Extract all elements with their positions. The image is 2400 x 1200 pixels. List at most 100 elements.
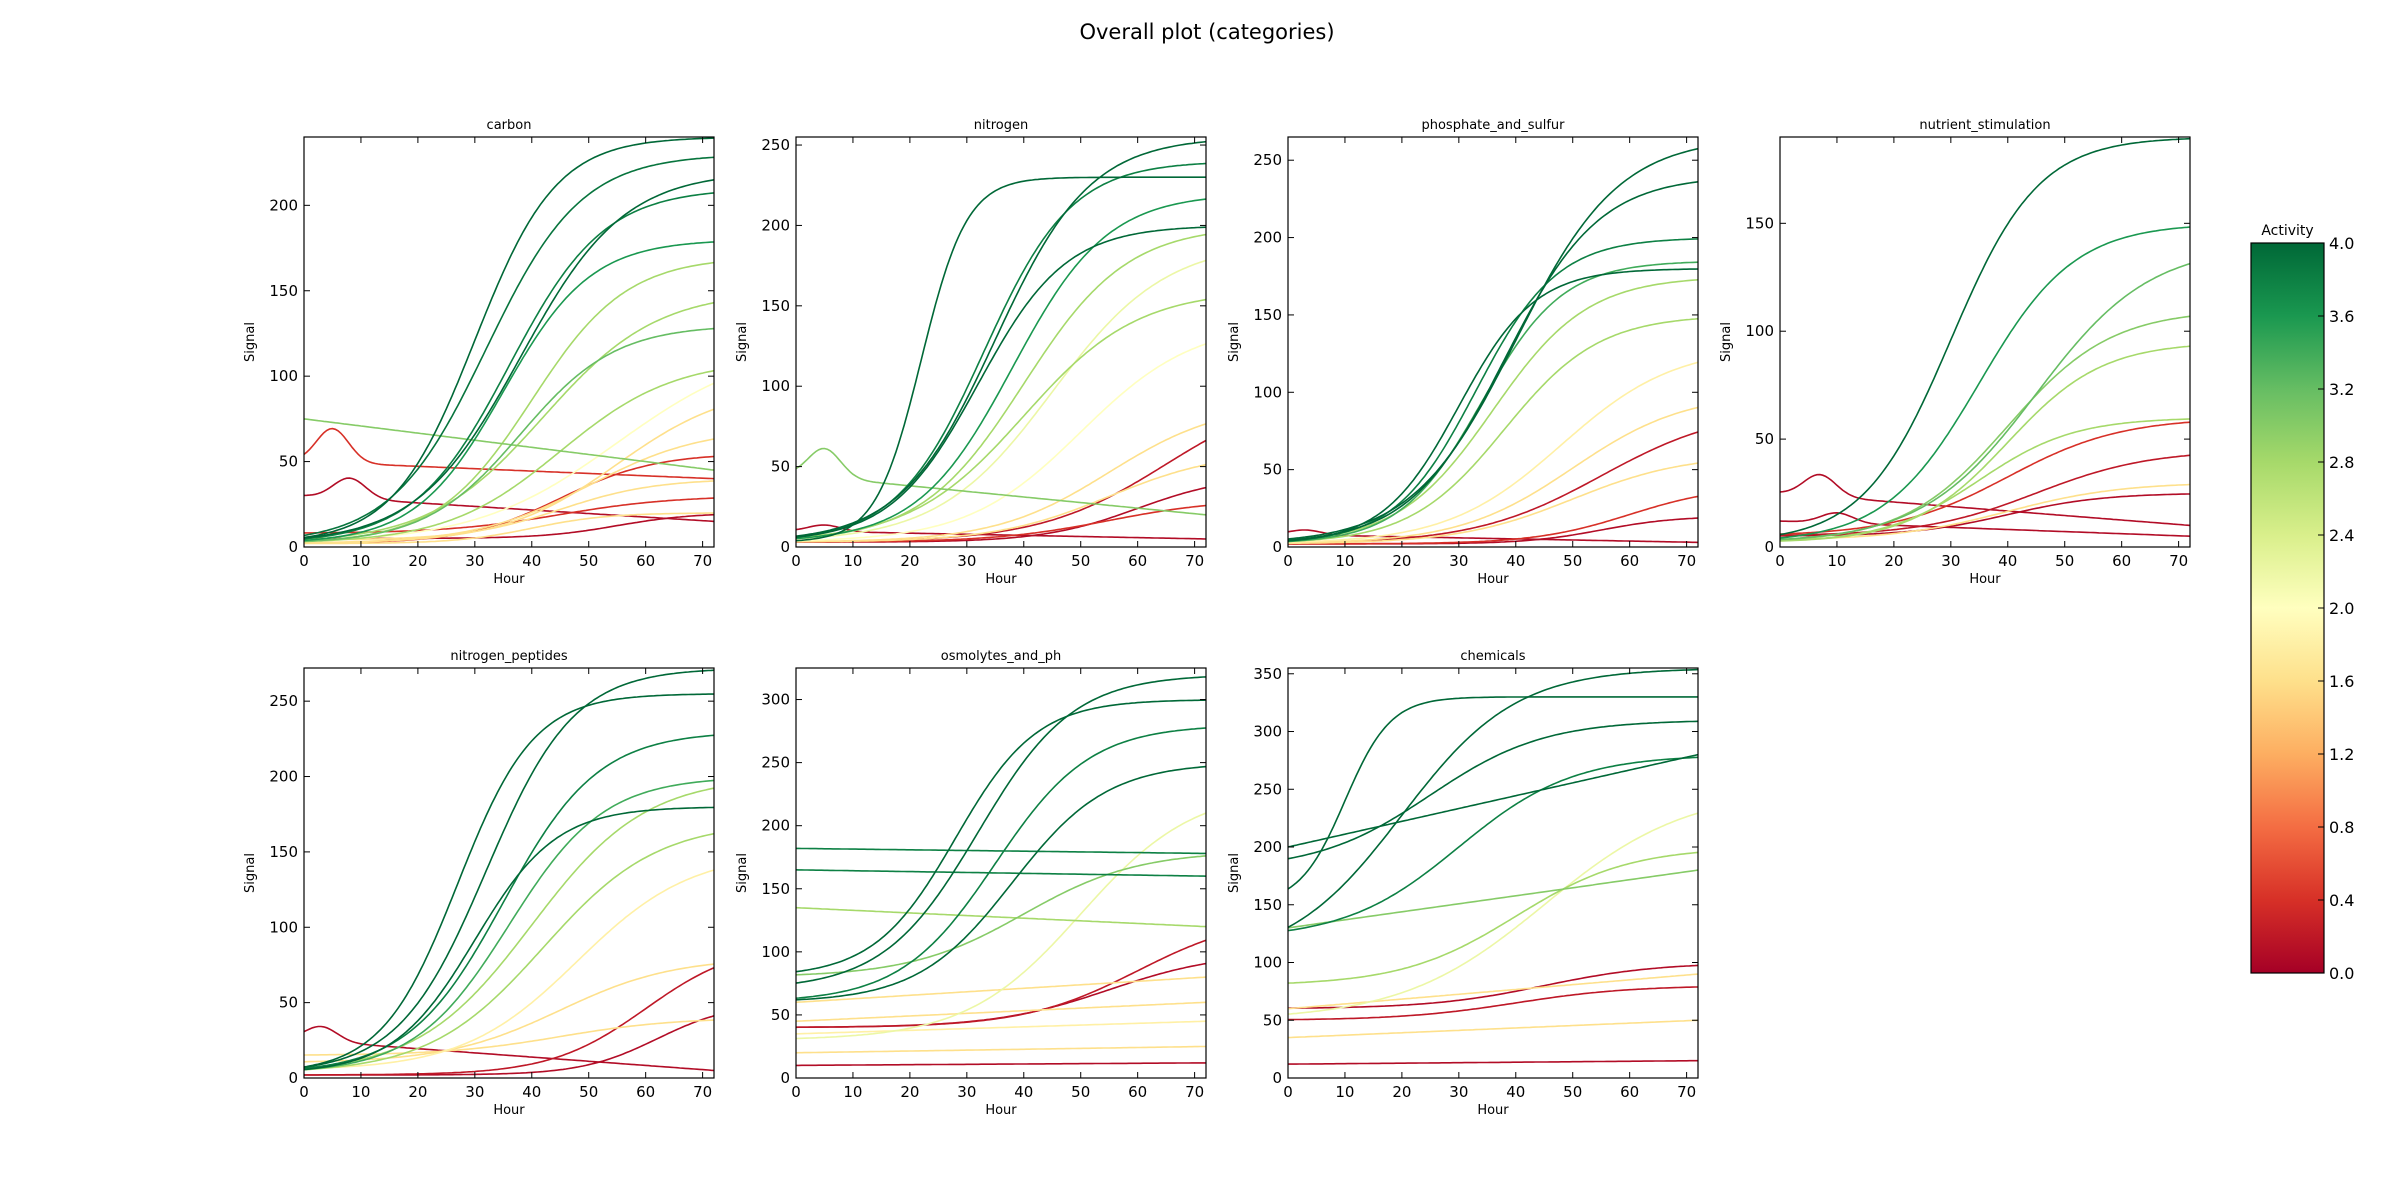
plot-area xyxy=(1780,137,2190,547)
x-tick-label: 0 xyxy=(299,552,309,570)
panel-title: phosphate_and_sulfur xyxy=(1421,118,1565,133)
x-tick-label: 30 xyxy=(1449,1083,1468,1101)
series-line-1 xyxy=(1288,1059,1698,1065)
x-tick-label: 40 xyxy=(1014,552,1033,570)
colorbar-tick-label: 2.8 xyxy=(2329,453,2354,472)
x-tick-label: 50 xyxy=(1071,1083,1090,1101)
panel-phosphate-and-sulfur: 0 10 20 30 40 50 60 70 0 50 100 150 200 250 phosphate_… xyxy=(1227,118,1699,587)
series-line-5 xyxy=(796,1001,1206,1022)
y-axis-label: Signal xyxy=(735,322,750,362)
x-axis-label: Hour xyxy=(1969,572,2001,587)
series-line-8 xyxy=(796,812,1206,1040)
colorbar-tick-label: 3.2 xyxy=(2329,380,2354,399)
x-tick-label: 0 xyxy=(1775,552,1785,570)
x-tick-label: 40 xyxy=(1014,1083,1033,1101)
series-line-6 xyxy=(796,423,1206,543)
y-axis-label: Signal xyxy=(243,853,258,893)
x-tick-label: 40 xyxy=(1506,1083,1525,1101)
series-line-8 xyxy=(304,787,714,1069)
panel-carbon: 0 10 20 30 40 50 60 70 0 50 100 150 200 carbon Hour Sig… xyxy=(243,118,715,587)
y-tick-label: 200 xyxy=(1253,229,1282,247)
y-tick-label: 150 xyxy=(1253,896,1282,914)
plot-frame xyxy=(1779,136,2191,548)
series-lines xyxy=(796,140,1206,543)
x-tick-label: 40 xyxy=(522,1083,541,1101)
x-tick-label: 30 xyxy=(957,552,976,570)
series-line-13 xyxy=(796,727,1206,999)
x-tick-label: 40 xyxy=(1506,552,1525,570)
series-lines xyxy=(1288,668,1698,1065)
colorbar-tick-label: 3.6 xyxy=(2329,307,2354,326)
series-line-10 xyxy=(1288,696,1698,890)
x-tick-label: 10 xyxy=(1335,552,1354,570)
x-tick-label: 10 xyxy=(351,1083,370,1101)
series-line-4 xyxy=(1288,1019,1698,1039)
series-line-7 xyxy=(1288,851,1698,984)
series-line-15 xyxy=(796,699,1206,973)
x-tick-label: 10 xyxy=(843,1083,862,1101)
x-tick-label: 50 xyxy=(579,1083,598,1101)
y-tick-label: 0 xyxy=(1272,1069,1282,1087)
series-line-12 xyxy=(796,869,1206,877)
colorbar-ticks: 0.0 0.4 0.8 1.2 1.6 2.0 2.4 2.8 3.2 3.6 4.0 xyxy=(2318,234,2354,983)
series-line-6 xyxy=(304,869,714,1070)
plot-frame xyxy=(795,667,1207,1079)
series-line-2 xyxy=(1780,473,2190,527)
series-line-12 xyxy=(304,693,714,1068)
panels: 0 10 20 30 40 50 60 70050100150200carbonHourSig… xyxy=(243,118,2191,1118)
series-line-4 xyxy=(1288,495,1698,545)
x-tick-label: 70 xyxy=(693,1083,712,1101)
y-tick-label: 50 xyxy=(279,994,298,1012)
x-tick-label: 70 xyxy=(1185,552,1204,570)
x-tick-label: 10 xyxy=(843,552,862,570)
series-line-1 xyxy=(1780,511,2190,537)
series-lines xyxy=(1288,147,1698,545)
colorbar-tick-label: 1.2 xyxy=(2329,745,2354,764)
panel-osmolytes-and-ph: 0 10 20 30 40 50 60 70 0 50 100 150 200 250 300 osmolyt… xyxy=(735,649,1207,1118)
colorbar-tick-label: 4.0 xyxy=(2329,234,2354,253)
x-tick-label: 50 xyxy=(2055,552,2074,570)
series-line-7 xyxy=(796,1020,1206,1035)
series-line-16 xyxy=(796,226,1206,539)
y-tick-label: 150 xyxy=(269,843,298,861)
series-line-12 xyxy=(796,198,1206,540)
series-line-14 xyxy=(1288,268,1698,542)
y-tick-label: 300 xyxy=(761,691,790,709)
series-line-1 xyxy=(796,1062,1206,1067)
x-tick-label: 50 xyxy=(579,552,598,570)
series-line-5 xyxy=(1780,421,2190,535)
y-tick-label: 250 xyxy=(269,692,298,710)
colorbar-tick-label: 2.0 xyxy=(2329,599,2354,618)
series-line-18 xyxy=(304,156,714,537)
y-tick-label: 350 xyxy=(1253,665,1282,683)
plot-area xyxy=(1288,137,1698,547)
y-tick-label: 0 xyxy=(780,538,790,556)
x-axis-label: Hour xyxy=(985,1103,1017,1118)
y-tick-label: 150 xyxy=(761,297,790,315)
y-tick-label: 50 xyxy=(1755,430,1774,448)
x-tick-label: 20 xyxy=(900,1083,919,1101)
series-line-9 xyxy=(1288,279,1698,542)
x-tick-label: 0 xyxy=(791,1083,801,1101)
y-tick-label: 250 xyxy=(1253,780,1282,798)
series-line-10 xyxy=(796,233,1206,540)
x-tick-label: 10 xyxy=(351,552,370,570)
colorbar-label: Activity xyxy=(2261,223,2313,239)
panel-nutrient-stimulation: 0 10 20 30 40 50 60 70 0 50 100 150 nutrient_stimula… xyxy=(1719,118,2191,587)
x-tick-label: 70 xyxy=(1677,552,1696,570)
plot-frame xyxy=(303,136,715,548)
series-line-9 xyxy=(796,906,1206,928)
panel-nitrogen: 0 10 20 30 40 50 60 70 0 50 100 150 200 250 nitrogen Ho… xyxy=(735,118,1207,587)
x-tick-label: 70 xyxy=(1185,1083,1204,1101)
y-tick-label: 100 xyxy=(269,367,298,385)
series-line-3 xyxy=(304,966,714,1076)
series-line-1 xyxy=(304,477,714,523)
series-line-5 xyxy=(304,427,714,480)
series-line-11 xyxy=(304,369,714,543)
x-tick-label: 60 xyxy=(1128,552,1147,570)
x-axis-label: Hour xyxy=(985,572,1017,587)
x-tick-label: 10 xyxy=(1335,1083,1354,1101)
series-line-11 xyxy=(796,847,1206,855)
series-line-12 xyxy=(304,301,714,541)
y-tick-label: 100 xyxy=(269,918,298,936)
